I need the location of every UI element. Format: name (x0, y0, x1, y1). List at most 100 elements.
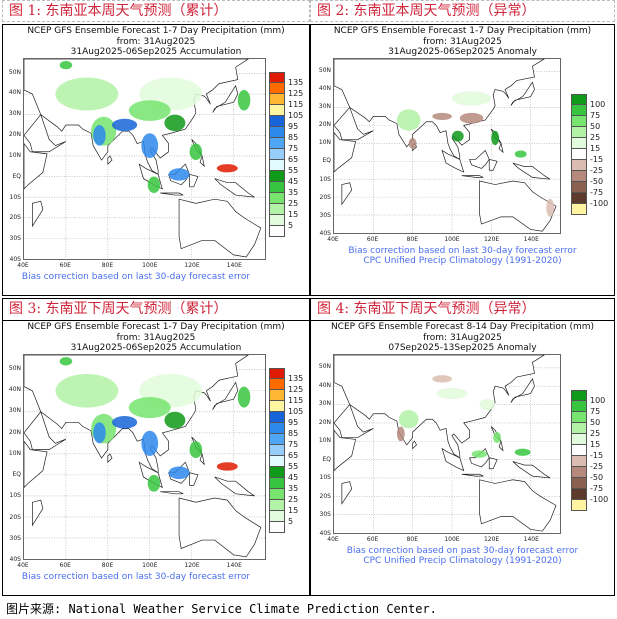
precip-shading (164, 411, 186, 429)
coastline (213, 382, 238, 409)
legend-swatch (269, 116, 285, 127)
panel-title: NCEP GFS Ensemble Forecast 1-7 Day Preci… (27, 322, 285, 332)
lat-label: 10N (8, 151, 21, 159)
lat-label: 30S (319, 511, 331, 519)
coastline (24, 441, 47, 487)
legend-label: -75 (590, 484, 604, 493)
panel-from: from: 31Aug2025 (116, 333, 196, 343)
coastline (334, 405, 373, 438)
lon-label: 80E (101, 562, 114, 569)
legend-swatch (269, 138, 285, 149)
precip-shading (216, 164, 238, 173)
precip-shading (147, 176, 161, 194)
lat-label: 40S (319, 530, 331, 537)
figure-caption: 图 4: 东南亚下周天气预测（异常） (310, 298, 615, 320)
lon-label: 100E (142, 262, 158, 269)
legend-label: 75 (288, 144, 299, 153)
precip-shading (141, 430, 159, 456)
precip-shading (59, 357, 73, 366)
precip-shading (479, 399, 496, 411)
legend-swatch (269, 434, 285, 445)
legend-label: 15 (288, 506, 299, 515)
lat-label: 30S (319, 211, 331, 219)
legend-label: 50 (590, 418, 601, 427)
legend-label: 85 (288, 133, 299, 142)
legend-swatch (571, 204, 587, 215)
legend-swatch (269, 204, 285, 215)
lat-label: EQ (322, 455, 331, 463)
precip-shading (398, 410, 419, 429)
legend-swatch (269, 160, 285, 171)
legend-label: 95 (288, 122, 299, 131)
legend-swatch (269, 215, 285, 226)
lat-label: 10S (319, 175, 331, 183)
legend-label: 100 (590, 396, 606, 405)
precip-shading (432, 112, 452, 120)
panel-note: CPC Unified Precip Climatology (1991-202… (363, 556, 562, 566)
coastline (442, 449, 464, 471)
legend-label: -50 (590, 177, 604, 186)
legend-label: 125 (288, 385, 304, 394)
lat-label: 40N (8, 386, 21, 394)
precip-map (23, 58, 266, 260)
precip-shading (436, 388, 468, 400)
lat-label: 30S (9, 534, 21, 542)
coastline (108, 156, 112, 164)
precip-shading (237, 386, 251, 408)
lat-label: 10S (9, 492, 21, 500)
figure-caption: 图 2: 东南亚本周天气预测（异常） (310, 0, 615, 22)
legend-label: 5 (288, 517, 294, 526)
coastline (108, 454, 112, 462)
panel-period: 31Aug2025-06Sep2025 Anomaly (388, 47, 537, 57)
legend-swatch (269, 478, 285, 489)
legend-label: 75 (590, 407, 601, 416)
legend-swatch (269, 83, 285, 94)
coastline (334, 59, 544, 159)
legend-label: 15 (590, 440, 601, 449)
lat-label: 20N (318, 121, 331, 129)
map-canvas (334, 59, 560, 233)
lat-label: 20S (9, 513, 21, 521)
coastline (24, 115, 66, 152)
precip-shading (147, 474, 161, 492)
lon-label: 140E (523, 236, 539, 243)
legend-label: 115 (288, 100, 304, 109)
legend-swatch (571, 149, 587, 160)
precip-shading (189, 441, 203, 459)
map-panel: NCEP GFS Ensemble Forecast 1-7 Day Preci… (310, 24, 615, 296)
color-legend (269, 368, 285, 533)
color-legend (269, 72, 285, 237)
lat-label: 40S (9, 256, 21, 263)
panel-title: NCEP GFS Ensemble Forecast 8-14 Day Prec… (330, 322, 595, 332)
lat-label: EQ (12, 471, 21, 479)
legend-label: -15 (590, 451, 604, 460)
legend-label: -50 (590, 473, 604, 482)
legend-swatch (571, 138, 587, 149)
coastline (479, 181, 556, 231)
lat-label: 20N (8, 131, 21, 139)
precip-shading (141, 133, 159, 158)
legend-swatch (269, 193, 285, 204)
precip-shading (216, 462, 238, 471)
coastline (511, 82, 535, 105)
lon-label: 40E (327, 536, 339, 543)
legend-swatch (269, 368, 285, 379)
legend-swatch (269, 105, 285, 116)
coastline (24, 412, 66, 450)
precip-shading (164, 114, 186, 132)
legend-label: 95 (288, 418, 299, 427)
legend-label: -15 (590, 155, 604, 164)
lat-label: 20S (319, 193, 331, 201)
legend-label: 75 (288, 440, 299, 449)
lat-label: 30N (318, 400, 331, 408)
lat-label: 20S (319, 492, 331, 500)
lon-label: 100E (444, 236, 460, 243)
precip-shading (189, 143, 203, 161)
coastline (470, 150, 490, 168)
legend-label: 25 (288, 495, 299, 504)
precip-shading (432, 375, 452, 383)
lat-label: 20N (8, 428, 21, 436)
legend-swatch (571, 467, 587, 478)
legend-label: 35 (288, 188, 299, 197)
lat-label: 10S (9, 193, 21, 201)
